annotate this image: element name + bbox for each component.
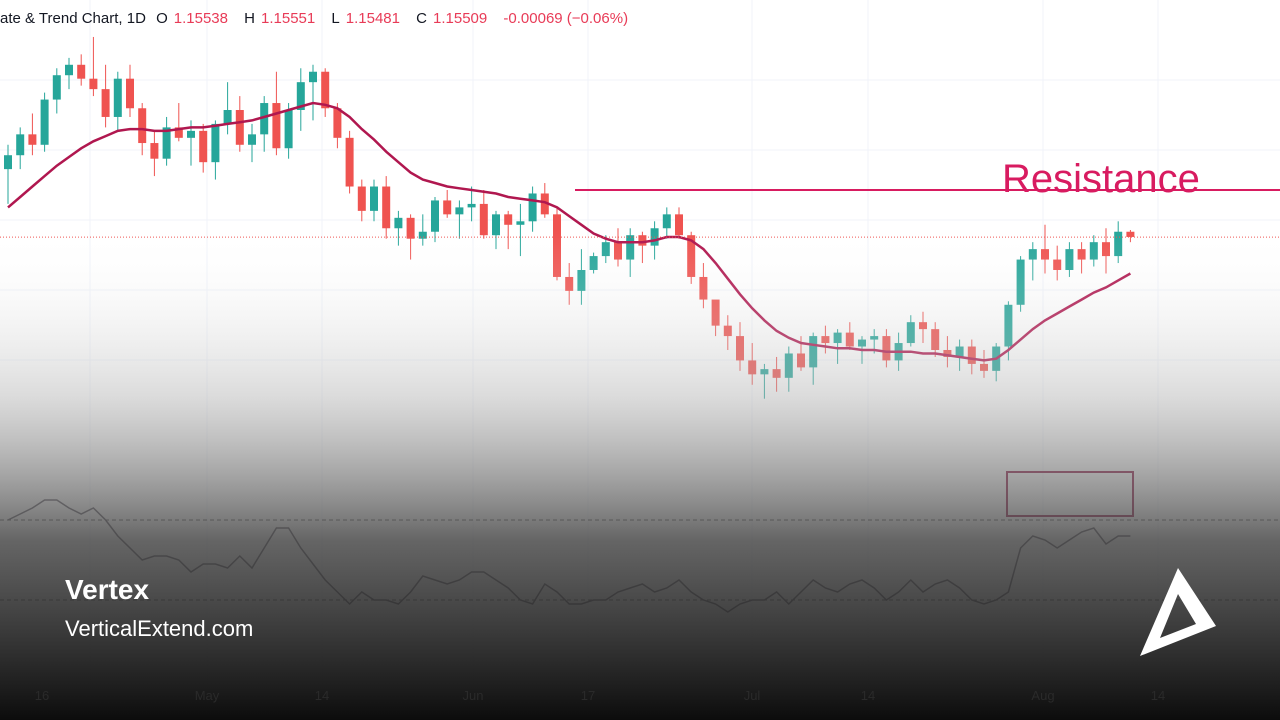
x-tick-label: 17: [581, 688, 595, 703]
chart-header: ate & Trend Chart, 1D O 1.15538 H 1.15551 …: [0, 10, 634, 34]
low-readout: L 1.15481: [331, 10, 406, 27]
x-tick-label: 14: [1151, 688, 1165, 703]
brand-url: VerticalExtend.com: [65, 616, 254, 641]
x-axis: 16 May 14 Jun 17 Jul 14 Aug 14: [35, 688, 1165, 703]
open-value: 1.15538: [173, 10, 228, 27]
x-tick-label: 14: [861, 688, 875, 703]
x-tick-label: Aug: [1031, 688, 1054, 703]
high-readout: H 1.15551: [244, 10, 321, 27]
close-readout: C 1.15509: [416, 10, 493, 27]
change-value: -0.00069 (−0.06%): [503, 10, 629, 27]
high-value: 1.15551: [261, 10, 316, 27]
open-readout: O 1.15538: [156, 10, 234, 27]
low-label: L: [331, 10, 340, 27]
x-tick-label: Jun: [463, 688, 484, 703]
open-label: O: [156, 10, 168, 27]
resistance-label: Resistance: [1002, 157, 1200, 201]
x-tick-label: 16: [35, 688, 49, 703]
x-tick-label: May: [195, 688, 220, 703]
close-value: 1.15509: [433, 10, 488, 27]
chart-title: ate & Trend Chart, 1D: [0, 10, 146, 27]
x-tick-label: 14: [315, 688, 329, 703]
high-label: H: [244, 10, 255, 27]
x-tick-label: Jul: [744, 688, 761, 703]
brand-logo-icon: [1140, 568, 1216, 656]
brand-name: Vertex: [65, 574, 150, 605]
close-label: C: [416, 10, 427, 27]
low-value: 1.15481: [345, 10, 400, 27]
